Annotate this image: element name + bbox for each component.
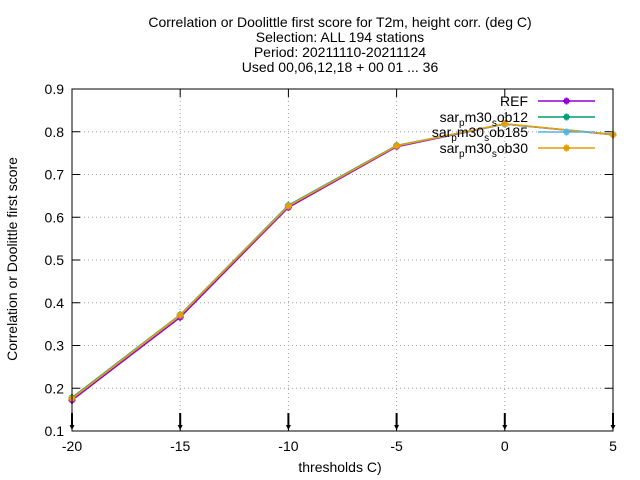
series-line [71,123,614,400]
series-line [71,123,614,399]
y-tick-label: 0.6 [45,209,65,225]
x-tick-label: 0 [501,438,509,454]
plot-frame [71,88,614,432]
legend-label: sarpm30sob12 [440,109,529,129]
series-line [71,122,614,400]
x-axis-label: thresholds C) [298,459,381,475]
legend-label: sarpm30sob30 [440,140,529,160]
data-point [285,203,291,209]
y-tick-label: 0.4 [45,295,65,311]
x-tick-labels: -20 -15 -10 -5 0 5 [62,438,617,454]
x-tick-label: 5 [609,438,617,454]
legend-label: REF [500,93,528,109]
y-tick-label: 0.1 [45,423,65,439]
threshold-marker-arrow [394,425,400,430]
title-line-2: Selection: ALL 194 stations [256,29,424,45]
y-tick-label: 0.9 [45,81,65,97]
grid [72,89,613,431]
legend-marker [564,114,569,120]
legend-marker [564,145,569,151]
threshold-marker-arrow [502,425,508,430]
axis-ticks [69,88,616,432]
legend-marker [564,98,569,104]
x-tick-label: -5 [390,438,403,454]
x-tick-label: -15 [170,438,190,454]
threshold-marker-arrow [177,425,183,430]
y-tick-label: 0.8 [45,124,65,140]
y-tick-label: 0.2 [45,380,65,396]
x-tick-label: -20 [62,438,82,454]
series-line [71,123,614,401]
title-line-4: Used 00,06,12,18 + 00 01 ... 36 [242,59,439,75]
y-tick-label: 0.7 [45,167,65,183]
threshold-marker-arrow [285,425,291,430]
title-line-3: Period: 20211110-20211124 [254,44,427,60]
y-tick-label: 0.3 [45,338,65,354]
y-tick-labels: 0.1 0.2 0.3 0.4 0.5 0.6 0.7 0.8 0.9 [45,81,65,439]
legend-label: sarpm30sob185 [432,124,528,144]
series-lines [68,120,617,404]
title-line-1: Correlation or Doolittle first score for… [148,14,531,30]
data-point [502,121,508,127]
data-point [394,143,400,149]
x-tick-label: -10 [278,438,298,454]
data-point [177,312,183,318]
legend-marker [564,129,569,135]
y-axis-label: Correlation or Doolittle first score [4,157,20,361]
chart-title: Correlation or Doolittle first score for… [148,14,531,75]
y-tick-label: 0.5 [45,252,65,268]
